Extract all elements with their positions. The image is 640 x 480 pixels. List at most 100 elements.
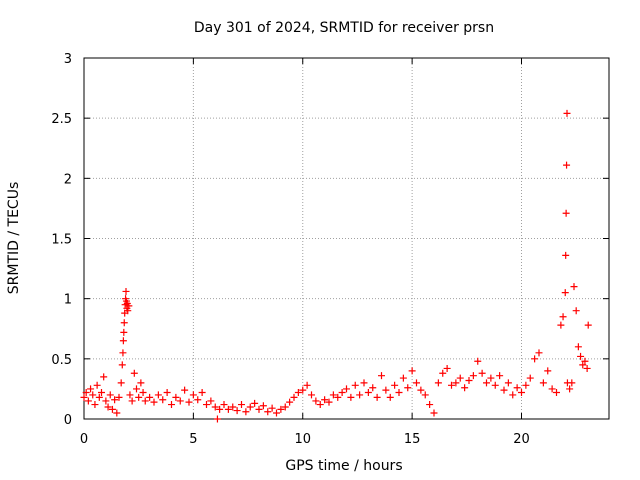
y-tick-label: 1	[64, 293, 72, 308]
data-point	[172, 393, 180, 401]
data-point	[277, 405, 285, 413]
data-point	[572, 307, 580, 315]
y-tick-label: 2.5	[51, 112, 72, 127]
data-point	[185, 398, 193, 406]
data-point	[246, 403, 254, 411]
data-point	[526, 374, 534, 382]
data-point	[176, 397, 184, 405]
data-point	[316, 401, 324, 409]
data-point	[469, 372, 477, 380]
data-point	[198, 389, 206, 397]
data-point	[373, 393, 381, 401]
x-tick-label: 0	[80, 432, 88, 447]
data-point	[135, 393, 143, 401]
data-point	[439, 369, 447, 377]
data-point	[535, 349, 543, 357]
data-point	[238, 401, 245, 409]
data-point	[456, 374, 464, 382]
data-point	[93, 381, 101, 389]
data-point	[568, 379, 576, 387]
x-tick-label: 5	[189, 432, 197, 447]
data-point	[242, 408, 250, 416]
data-point	[163, 389, 171, 397]
data-point	[461, 384, 469, 392]
grid	[84, 58, 609, 419]
data-point	[113, 409, 121, 417]
data-point	[102, 397, 110, 405]
data-point	[303, 381, 311, 389]
data-point	[434, 379, 442, 387]
data-point	[91, 401, 99, 409]
data-point	[570, 283, 578, 291]
data-point	[426, 401, 434, 409]
data-point	[264, 408, 272, 416]
data-point	[391, 381, 399, 389]
data-point	[369, 384, 377, 392]
data-point	[150, 398, 158, 406]
data-point	[577, 352, 585, 360]
data-point	[413, 379, 420, 387]
data-point	[299, 386, 307, 394]
data-point	[584, 321, 592, 329]
data-point	[286, 398, 294, 406]
data-point	[128, 397, 136, 405]
data-point	[100, 373, 108, 381]
data-point	[343, 385, 350, 393]
data-point	[566, 385, 574, 393]
data-point	[120, 328, 128, 336]
data-point	[84, 397, 92, 405]
data-point	[181, 386, 189, 394]
x-tick-label: 20	[513, 432, 530, 447]
data-point	[130, 369, 138, 377]
chart-title: Day 301 of 2024, SRMTID for receiver prs…	[194, 20, 494, 36]
y-tick-label: 0	[64, 413, 72, 428]
data-point	[255, 405, 263, 413]
y-axis-label: SRMTID / TECUs	[6, 182, 22, 295]
data-point	[496, 372, 504, 380]
data-point	[115, 393, 123, 401]
data-point	[89, 391, 97, 399]
data-point	[106, 391, 114, 399]
data-point	[126, 391, 134, 399]
data-point	[207, 397, 215, 405]
data-point	[356, 391, 364, 399]
data-point	[233, 407, 241, 415]
data-point	[290, 393, 298, 401]
data-point	[408, 367, 416, 375]
data-point	[465, 376, 473, 384]
data-points	[80, 109, 592, 423]
data-point	[539, 379, 547, 387]
data-point	[417, 386, 425, 394]
data-point	[273, 409, 280, 417]
data-point	[224, 405, 232, 413]
data-point	[168, 401, 175, 409]
data-point	[159, 396, 167, 404]
data-point	[395, 389, 403, 397]
data-point	[139, 389, 147, 397]
data-point	[452, 379, 460, 387]
data-point	[122, 287, 130, 295]
y-tick-label: 3	[64, 52, 72, 67]
y-tick-label: 1.5	[51, 233, 72, 248]
data-point	[329, 391, 337, 399]
data-point	[448, 381, 455, 389]
data-point	[347, 393, 355, 401]
data-point	[399, 374, 407, 382]
data-point	[579, 361, 587, 369]
y-tick-label: 0.5	[51, 353, 72, 368]
data-point	[216, 405, 224, 413]
data-point	[154, 391, 162, 399]
data-point	[583, 364, 591, 372]
data-point	[194, 396, 202, 404]
data-point	[251, 399, 259, 407]
data-point	[119, 337, 127, 345]
data-point	[513, 384, 521, 392]
data-point	[386, 393, 394, 401]
data-point	[268, 404, 276, 412]
data-point	[559, 313, 567, 321]
data-point	[430, 409, 438, 417]
data-point	[478, 369, 486, 377]
data-point	[553, 389, 560, 397]
data-point	[80, 393, 88, 401]
data-point	[504, 379, 512, 387]
